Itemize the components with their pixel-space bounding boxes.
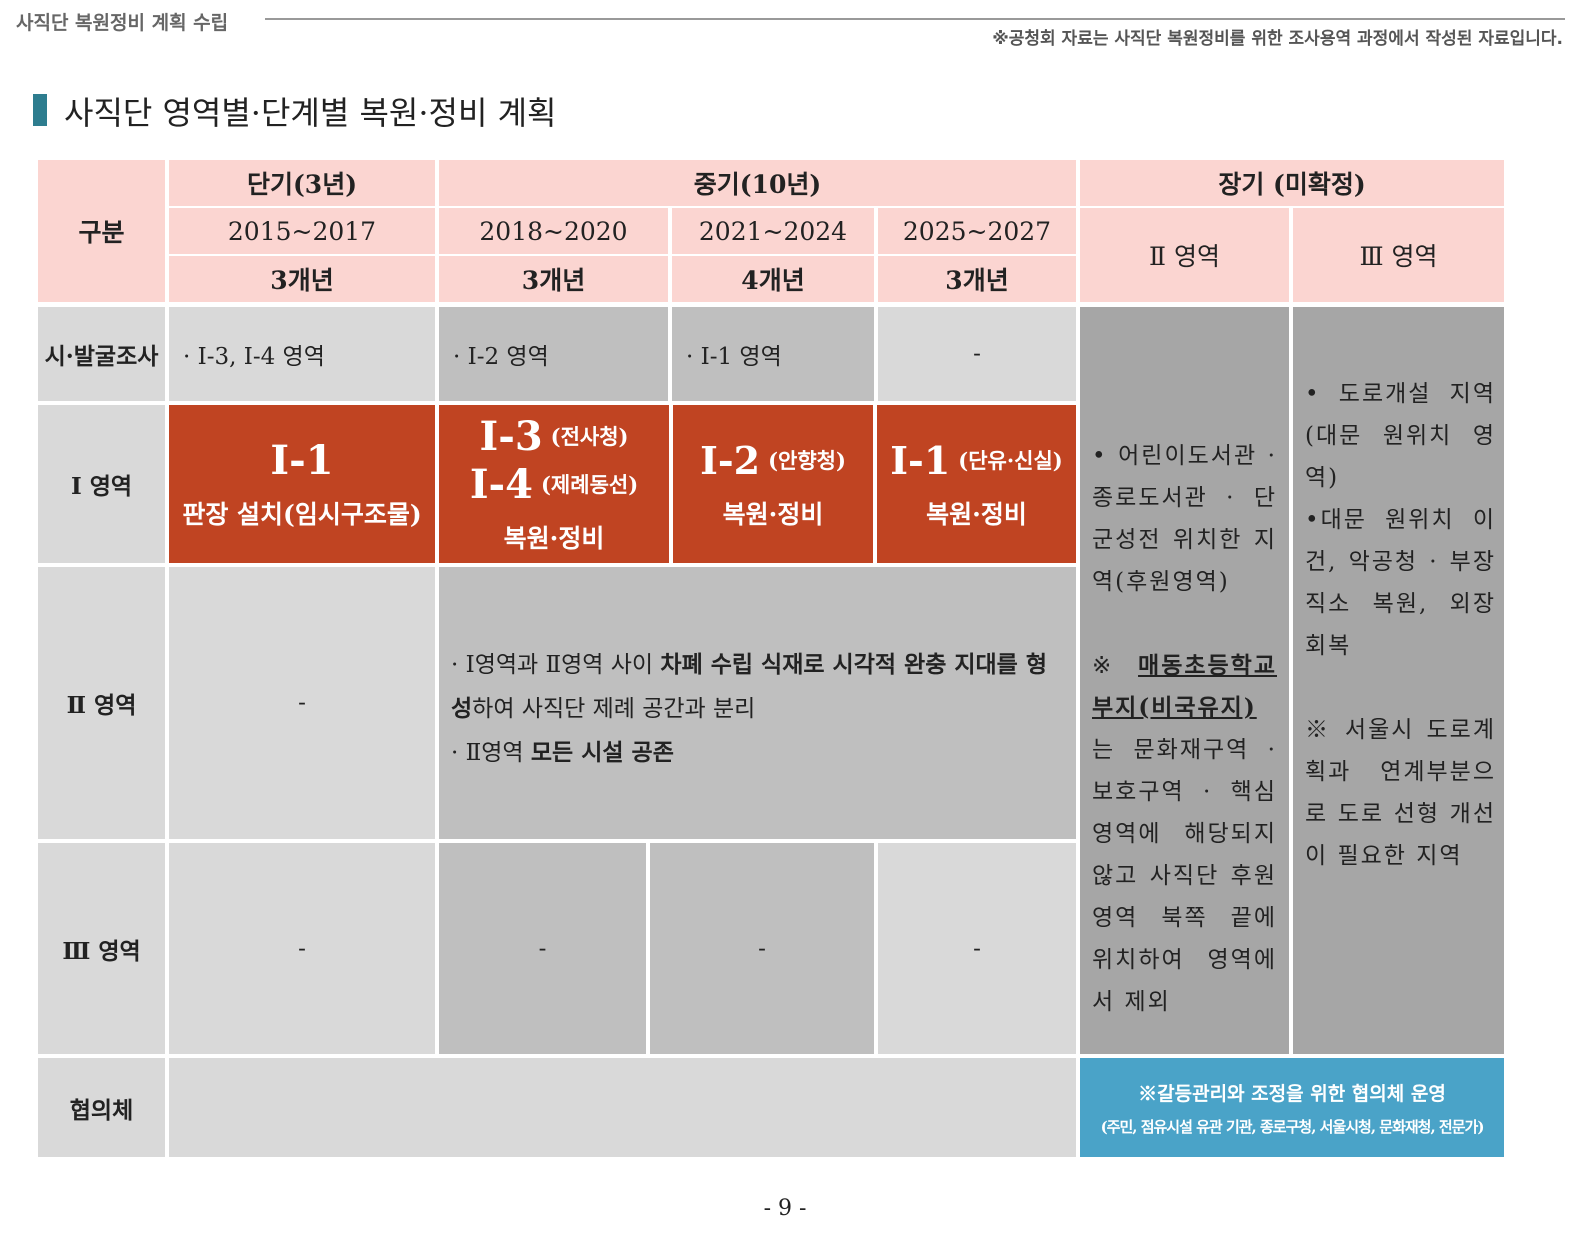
- code-line: Ⅰ-1: [270, 437, 333, 485]
- red-cell: Ⅰ-1 판장 설치(임시구조물): [169, 405, 435, 563]
- paragraph: ※ 서울시 도로계획과 연계부분으로 도로 선형 개선이 필요한 지역: [1305, 709, 1496, 877]
- cell: · Ⅰ-2 영역: [439, 307, 668, 401]
- long-area: Ⅱ 영역: [1080, 208, 1289, 302]
- code: Ⅰ-3: [479, 413, 543, 460]
- red-cell: Ⅰ-3 (전사청) Ⅰ-4 (제례동선) 복원·정비: [439, 405, 669, 563]
- paragraph: · Ⅰ영역과 Ⅱ영역 사이 차폐 수립 식재로 시각적 완충 지대를 형성하여 …: [451, 643, 1058, 731]
- cell: -: [650, 843, 874, 1054]
- head-long: 장기 (미확정): [1080, 160, 1504, 206]
- desc: 복원·정비: [722, 500, 824, 529]
- header-rule: [265, 18, 1565, 20]
- text-segment: 매동초등학교 부지(비국유지): [1092, 652, 1277, 721]
- long-cell: • 도로개설 지역(대문 원위치 영역) •대문 원위치 이건, 악공청 · 부장…: [1293, 307, 1504, 1054]
- title-marker: [33, 94, 47, 126]
- cell: · Ⅰ영역과 Ⅱ영역 사이 차폐 수립 식재로 시각적 완충 지대를 형성하여 …: [439, 567, 1076, 839]
- text-segment: • 도로개설 지역(대문 원위치 영역): [1305, 381, 1496, 491]
- code-line: Ⅰ-1 (단유·신실): [890, 437, 1062, 485]
- code-note: (전사청): [550, 424, 629, 449]
- text-segment: 모든 시설 공존: [530, 739, 674, 766]
- head-category: 구분: [38, 160, 165, 302]
- cell: -: [169, 843, 435, 1054]
- row-label: Ⅲ 영역: [38, 843, 165, 1054]
- council-text: ※갈등관리와 조정을 위한 협의체 운영: [1138, 1082, 1446, 1105]
- paragraph: •대문 원위치 이건, 악공청 · 부장직소 복원, 외장 회복: [1305, 499, 1496, 667]
- code-note: (단유·신실): [958, 448, 1063, 473]
- text-segment: · Ⅱ영역: [451, 740, 531, 766]
- paragraph: • 어린이도서관 · 종로도서관 · 단군성전 위치한 지역(후원영역): [1092, 435, 1277, 603]
- text-segment: ※: [1092, 653, 1139, 679]
- row-label: 협의체: [38, 1058, 165, 1157]
- head-mid: 중기(10년): [439, 160, 1076, 206]
- cell: -: [169, 567, 435, 839]
- text-segment: · Ⅰ영역과 Ⅱ영역 사이: [451, 652, 661, 678]
- cell: · Ⅰ-3, Ⅰ-4 영역: [169, 307, 435, 401]
- text-segment: ※ 서울시 도로계획과 연계부분으로 도로 선형 개선이 필요한 지역: [1305, 717, 1496, 869]
- period: 2025~2027: [878, 208, 1076, 254]
- council-cell: ※갈등관리와 조정을 위한 협의체 운영 (주민, 점유시설 유관 기관, 종로…: [1080, 1058, 1504, 1157]
- text-segment: 는 문화재구역 · 보호구역 · 핵심영역에 해당되지 않고 사직단 후원영역 …: [1092, 737, 1277, 1015]
- row-label: 시·발굴조사: [38, 307, 165, 401]
- council-sub: (주민, 점유시설 유관 기관, 종로구청, 서울시청, 문화재청, 전문가): [1100, 1117, 1485, 1136]
- code-line: Ⅰ-2 (안향청): [700, 437, 846, 485]
- duration: 3개년: [169, 256, 435, 302]
- duration: 3개년: [439, 256, 668, 302]
- code-line: Ⅰ-4 (제례동선): [470, 461, 638, 509]
- desc: 복원·정비: [926, 500, 1027, 529]
- red-cell: Ⅰ-1 (단유·신실) 복원·정비: [877, 405, 1076, 563]
- row-label: Ⅱ 영역: [38, 567, 165, 839]
- paragraph: ※ 매동초등학교 부지(비국유지) 는 문화재구역 · 보호구역 · 핵심영역에 …: [1092, 645, 1277, 1023]
- code: Ⅰ-1: [270, 437, 334, 484]
- desc: 복원·정비: [503, 524, 605, 553]
- text-segment: •대문 원위치 이건, 악공청 · 부장직소 복원, 외장 회복: [1305, 507, 1496, 659]
- period: 2015~2017: [169, 208, 435, 254]
- period: 2021~2024: [672, 208, 874, 254]
- text-segment: 하여 사직단 제례 공간과 분리: [472, 696, 756, 722]
- cell: [169, 1058, 1076, 1157]
- code: Ⅰ-1: [890, 438, 951, 483]
- text-segment: • 어린이도서관 · 종로도서관 · 단군성전 위치한 지역(후원영역): [1092, 443, 1277, 595]
- page-number: - 9 -: [763, 1196, 807, 1221]
- long-cell: • 어린이도서관 · 종로도서관 · 단군성전 위치한 지역(후원영역) ※ 매동…: [1080, 307, 1289, 1054]
- code-note: (제례동선): [541, 472, 639, 497]
- code: Ⅰ-2: [700, 438, 761, 483]
- cell: -: [878, 307, 1076, 401]
- section-header: 사직단 복원정비 계획 수립: [16, 12, 229, 34]
- page-title: 사직단 영역별·단계별 복원·정비 계획: [64, 94, 557, 132]
- cell: · Ⅰ-1 영역: [672, 307, 874, 401]
- head-short: 단기(3년): [169, 160, 435, 206]
- header-note: ※공청회 자료는 사직단 복원정비를 위한 조사용역 과정에서 작성된 자료입니…: [992, 29, 1563, 49]
- row-label: Ⅰ 영역: [38, 405, 165, 563]
- text-segment: 차폐 수립 식재로 시각적 완충 지대를 형성: [451, 651, 1048, 722]
- desc: 판장 설치(임시구조물): [182, 500, 422, 529]
- period: 2018~2020: [439, 208, 668, 254]
- long-area: Ⅲ 영역: [1293, 208, 1504, 302]
- code: Ⅰ-4: [469, 461, 533, 508]
- duration: 4개년: [672, 256, 874, 302]
- cell: -: [439, 843, 646, 1054]
- cell: -: [878, 843, 1076, 1054]
- code-line: Ⅰ-3 (전사청): [480, 413, 629, 461]
- paragraph: · Ⅱ영역 모든 시설 공존: [451, 731, 1058, 775]
- paragraph: • 도로개설 지역(대문 원위치 영역): [1305, 373, 1496, 499]
- red-cell: Ⅰ-2 (안향청) 복원·정비: [673, 405, 873, 563]
- code-note: (안향청): [768, 448, 846, 473]
- duration: 3개년: [878, 256, 1076, 302]
